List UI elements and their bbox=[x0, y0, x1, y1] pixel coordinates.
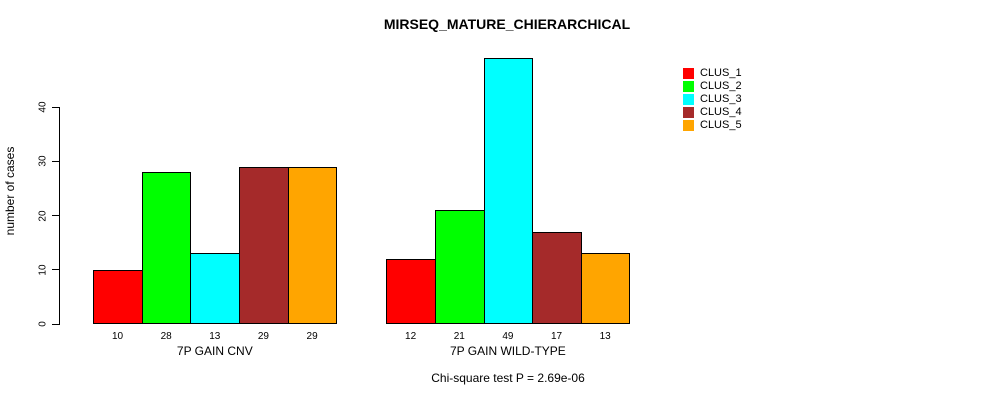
legend-swatch-icon bbox=[683, 119, 694, 131]
chart-title: MIRSEQ_MATURE_CHIERARCHICAL bbox=[383, 16, 631, 32]
bar-value-label: 10 bbox=[111, 331, 124, 342]
bar-value-label: 29 bbox=[306, 331, 318, 342]
y-tick-mark bbox=[52, 269, 59, 271]
bar-value-label: 12 bbox=[405, 331, 417, 342]
y-tick-label: 0 bbox=[37, 321, 49, 327]
bar-clus_3-group1 bbox=[190, 253, 241, 324]
bar-clus_1-group2 bbox=[386, 258, 436, 324]
bar-value-label: 49 bbox=[502, 331, 514, 342]
x-group-label: 7P GAIN CNV bbox=[176, 344, 253, 358]
bar-clus_2-group1 bbox=[141, 172, 192, 324]
y-tick-mark bbox=[52, 215, 59, 216]
legend-label: CLUS_2 bbox=[700, 79, 742, 92]
bar-clus_2-group2 bbox=[434, 210, 485, 324]
legend-label: CLUS_5 bbox=[700, 118, 742, 131]
legend-label: CLUS_4 bbox=[700, 105, 742, 118]
y-tick-mark bbox=[52, 160, 59, 162]
bar-value-label: 13 bbox=[209, 331, 221, 342]
bar-value-label: 17 bbox=[550, 331, 563, 342]
y-tick-label: 40 bbox=[37, 101, 49, 113]
y-axis-label: number of cases bbox=[3, 146, 17, 236]
chi-square-note: Chi-square test P = 2.69e-06 bbox=[431, 371, 585, 385]
legend-label: CLUS_1 bbox=[700, 66, 742, 79]
bar-clus_4-group2 bbox=[532, 231, 582, 324]
legend-swatch-icon bbox=[683, 106, 694, 118]
bar-clus_5-group1 bbox=[287, 166, 338, 324]
y-tick-label: 20 bbox=[37, 209, 49, 222]
x-group-label: 7P GAIN WILD-TYPE bbox=[449, 344, 566, 358]
legend-label: CLUS_3 bbox=[700, 92, 742, 105]
bar-value-label: 28 bbox=[160, 331, 172, 342]
bar-clus_4-group1 bbox=[239, 166, 289, 324]
legend-swatch-icon bbox=[683, 80, 694, 92]
bar-clus_3-group2 bbox=[483, 58, 534, 324]
y-tick-mark bbox=[52, 323, 59, 325]
bar-value-label: 13 bbox=[599, 331, 611, 342]
y-axis bbox=[59, 107, 60, 325]
bar-clus_5-group2 bbox=[580, 253, 631, 324]
legend-swatch-icon bbox=[683, 93, 694, 105]
y-tick-mark bbox=[52, 106, 59, 108]
bar-value-label: 29 bbox=[257, 331, 269, 342]
legend-swatch-icon bbox=[683, 67, 694, 79]
y-tick-label: 30 bbox=[37, 155, 49, 167]
y-tick-label: 10 bbox=[37, 264, 49, 276]
bar-value-label: 21 bbox=[453, 331, 465, 342]
bar-clus_1-group1 bbox=[93, 269, 143, 324]
